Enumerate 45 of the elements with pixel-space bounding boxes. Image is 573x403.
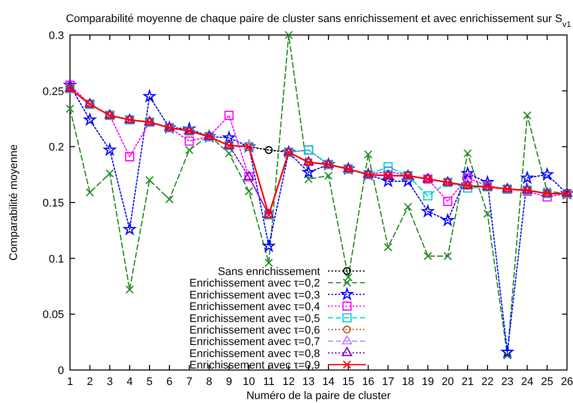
legend-label: Enrichissement avec τ=0,2 [189, 278, 320, 290]
x-tick-label: 24 [521, 376, 534, 388]
x-tick-label: 11 [263, 376, 275, 388]
x-tick-label: 18 [402, 376, 414, 388]
x-tick-label: 13 [302, 376, 315, 388]
x-tick-label: 20 [442, 376, 454, 388]
x-tick-label: 16 [362, 376, 374, 388]
legend-label: Enrichissement avec τ=0,7 [189, 336, 320, 348]
x-tick-label: 10 [242, 376, 256, 388]
y-tick-label: 0.2 [48, 142, 64, 154]
x-tick-label: 14 [322, 376, 335, 388]
x-tick-label: 6 [166, 376, 172, 388]
y-tick-label: 0.05 [42, 309, 64, 322]
legend-label: Enrichissement avec τ=0,8 [189, 348, 320, 360]
y-axis-title: Comparabilité moyenne [8, 144, 20, 261]
legend-label: Enrichissement avec τ=0,9 [189, 360, 320, 372]
x-tick-label: 26 [560, 376, 573, 388]
x-tick-label: 21 [461, 376, 474, 388]
x-tick-label: 4 [126, 376, 133, 388]
y-tick-label: 0 [58, 365, 64, 377]
x-tick-label: 1 [66, 376, 74, 388]
legend-label: Enrichissement avec τ=0,5 [189, 312, 320, 325]
y-tick-label: 0.3 [48, 30, 64, 42]
legend-label: Enrichissement avec τ=0,6 [189, 324, 320, 336]
x-tick-label: 9 [226, 376, 232, 388]
x-tick-label: 17 [382, 376, 394, 388]
x-tick-label: 19 [422, 376, 434, 388]
legend-label: Enrichissement avec τ=0,3 [189, 289, 320, 302]
y-tick-label: 0.1 [48, 253, 64, 266]
y-tick-label: 0.25 [42, 86, 64, 98]
x-tick-label: 2 [86, 376, 93, 388]
x-tick-label: 8 [206, 376, 212, 388]
legend-label: Enrichissement avec τ=0,4 [189, 301, 320, 314]
x-axis-title: Numéro de la paire de cluster [246, 390, 391, 402]
legend-label: Sans enrichissement [218, 266, 320, 278]
x-tick-label: 3 [106, 376, 113, 388]
x-tick-label: 22 [481, 376, 494, 388]
x-tick-label: 25 [540, 376, 554, 388]
x-tick-label: 12 [282, 376, 295, 388]
x-tick-label: 23 [501, 376, 514, 388]
x-tick-label: 7 [186, 376, 192, 388]
x-tick-label: 15 [342, 376, 354, 388]
y-tick-label: 0.15 [42, 198, 64, 210]
chart-title: Comparabilité moyenne de chaque paire de cluster sans enrichissement et avec enrichissement sur S$_{v1}$ [66, 13, 572, 28]
x-tick-label: 5 [146, 376, 153, 388]
